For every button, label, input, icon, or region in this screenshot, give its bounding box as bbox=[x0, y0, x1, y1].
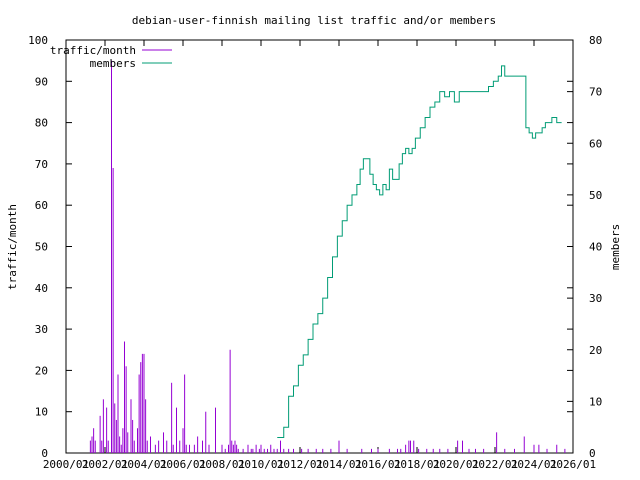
y-tick-label: 80 bbox=[35, 117, 48, 130]
legend-label-members: members bbox=[90, 57, 136, 70]
x-tick-label: 2004/01 bbox=[121, 458, 167, 471]
x-tick-label: 2014/01 bbox=[316, 458, 362, 471]
y2-tick-label: 30 bbox=[589, 292, 602, 305]
x-tick-label: 2018/01 bbox=[394, 458, 440, 471]
x-tick-label: 2020/01 bbox=[433, 458, 479, 471]
y-tick-label: 60 bbox=[35, 199, 48, 212]
y2-tick-label: 80 bbox=[589, 34, 602, 47]
y-tick-label: 90 bbox=[35, 75, 48, 88]
plot-area: 0 10 20 30 40 50 60 70 80 90 100 0 10 20 30 40 50 60 70 80 2… bbox=[28, 34, 602, 471]
y2-tick-label: 40 bbox=[589, 241, 602, 254]
x-tick-label: 2008/01 bbox=[199, 458, 245, 471]
y-tick-label: 30 bbox=[35, 323, 48, 336]
y2-tick-label: 60 bbox=[589, 137, 602, 150]
x-tick-label: 2024/01 bbox=[511, 458, 557, 471]
y2-tick-label: 20 bbox=[589, 344, 602, 357]
y2-tick-label: 0 bbox=[589, 447, 596, 460]
y2-tick-label: 70 bbox=[589, 86, 602, 99]
x-tick-label: 2002/01 bbox=[82, 458, 128, 471]
members-line bbox=[277, 65, 562, 439]
y-axis-label: traffic/month bbox=[6, 204, 19, 290]
y2-axis-label: members bbox=[609, 224, 622, 270]
y-tick-label: 0 bbox=[41, 447, 48, 460]
y-tick-label: 20 bbox=[35, 364, 48, 377]
chart-title: debian-user-finnish mailing list traffic… bbox=[132, 14, 496, 27]
x-tick-label: 2006/01 bbox=[160, 458, 206, 471]
y-tick-label: 50 bbox=[35, 241, 48, 254]
y-tick-label: 40 bbox=[35, 282, 48, 295]
y2-tick-label: 50 bbox=[589, 189, 602, 202]
y-tick-label: 10 bbox=[35, 406, 48, 419]
legend-label-traffic: traffic/month bbox=[50, 44, 136, 57]
x-tick-label: 2000/01 bbox=[43, 458, 89, 471]
y-tick-label: 100 bbox=[28, 34, 48, 47]
y-tick-label: 70 bbox=[35, 158, 48, 171]
y2-tick-label: 10 bbox=[589, 395, 602, 408]
x-tick-label: 2012/01 bbox=[277, 458, 323, 471]
legend: traffic/month members bbox=[50, 44, 172, 70]
x-tick-label: 2010/01 bbox=[238, 458, 284, 471]
x-tick-label: 2022/01 bbox=[472, 458, 518, 471]
x-tick-label: 2016/01 bbox=[355, 458, 401, 471]
x-tick-label: 2026/01 bbox=[550, 458, 596, 471]
